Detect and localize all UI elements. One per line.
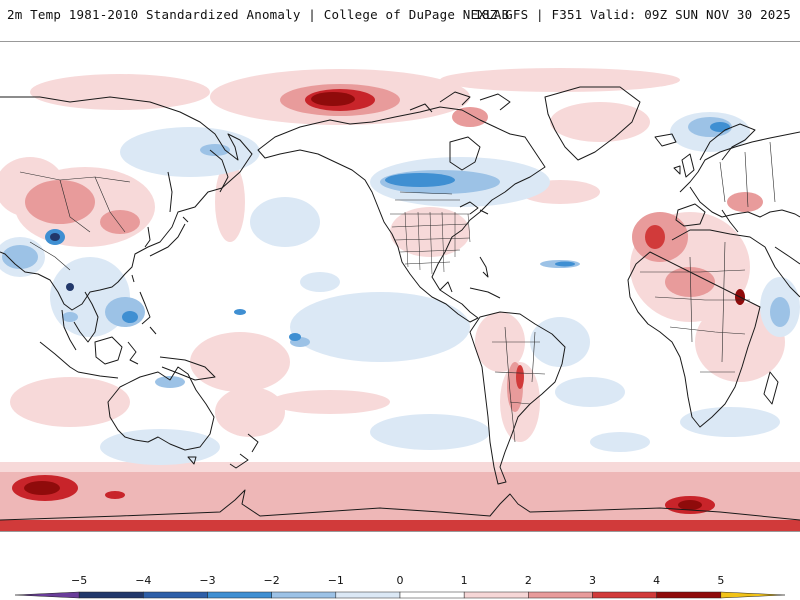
great-lakes-outline (459, 201, 489, 215)
colorbar-bin (592, 591, 657, 599)
colorbar-bin (399, 591, 465, 599)
sumatra-outline (39, 341, 79, 373)
south-america-outline (469, 311, 566, 485)
colorbar-bin (528, 591, 593, 599)
taiwan-outline (131, 274, 135, 283)
greenland-outline (544, 86, 641, 161)
sakhalin-outline (167, 171, 173, 213)
colorbar-tick-label: −3 (199, 574, 215, 587)
iberia-outline (675, 203, 706, 227)
yucatan-outline (439, 281, 453, 293)
continent-outlines (0, 86, 800, 521)
colorbar-tick-label: −5 (71, 574, 87, 587)
product-title: 2m Temp 1981-2010 Standardized Anomaly |… (7, 7, 510, 22)
africa-outline (627, 229, 800, 428)
map-canvas (0, 42, 800, 531)
colorbar-bin (78, 591, 144, 599)
colorbar-tick-label: −1 (328, 574, 344, 587)
australia-outline (107, 366, 215, 451)
header-bar: 2m Temp 1981-2010 Standardized Anomaly |… (0, 0, 800, 30)
colorbar-bin (207, 591, 272, 599)
cuba-outline (469, 287, 501, 299)
colorbar-tick-label: 0 (397, 574, 404, 587)
colorbar-tick-label: 2 (525, 574, 532, 587)
colorbar-tick-label: 5 (717, 574, 724, 587)
colorbar-tick-label: 1 (461, 574, 468, 587)
florida-outline (479, 256, 489, 278)
warm-anomaly-mid (0, 84, 800, 522)
anomaly-map (0, 41, 800, 532)
colorbar-bin (720, 591, 786, 599)
antarctica-outline (0, 489, 800, 521)
colorbar-tick-label: 3 (589, 574, 596, 587)
tasmania-outline (187, 456, 197, 465)
warm-anomaly-strong (0, 89, 800, 531)
colorbar-bin (143, 591, 208, 599)
model-run-valid-time: 18Z GFS | F351 Valid: 09Z SUN NOV 30 202… (474, 7, 791, 22)
malay-peninsula-outline (61, 309, 77, 351)
colorbar-bin (335, 591, 401, 599)
iceland-outline (654, 133, 677, 147)
colorbar-bin (463, 591, 529, 599)
colorbar-bin (656, 591, 722, 599)
country-borders (19, 141, 776, 443)
colorbar-tick-label: −4 (135, 574, 151, 587)
us-state-borders (390, 191, 471, 275)
kamchatka-outline (209, 149, 229, 193)
new-zealand-outline (229, 433, 259, 469)
colorbar-tick-label: −2 (264, 574, 280, 587)
japan-outline (149, 216, 189, 257)
colorbar-bin (271, 591, 337, 599)
hudson-bay-outline (449, 136, 481, 171)
philippines-outline (139, 291, 157, 335)
italy-outline (721, 209, 739, 233)
asia-east-outline (0, 96, 253, 311)
colorbar-bin (14, 591, 80, 599)
borneo-outline (94, 336, 123, 365)
colorbar-tick-labels: −5 −4 −3 −2 −1 0 1 2 3 4 5 (71, 574, 724, 587)
colorbar: −5 −4 −3 −2 −1 0 1 2 3 4 5 (0, 570, 800, 600)
north-america-outline (257, 106, 546, 323)
colorbar-canvas: −5 −4 −3 −2 −1 0 1 2 3 4 5 (14, 574, 786, 599)
indochina-outline (73, 291, 99, 343)
cool-anomaly-strong (45, 122, 730, 341)
british-isles-outline (673, 153, 695, 178)
colorbar-bins (14, 591, 786, 599)
scandinavia-outline (699, 123, 756, 161)
java-outline (77, 371, 119, 379)
arabia-outline (774, 246, 800, 265)
colorbar-tick-label: 4 (653, 574, 660, 587)
europe-outline (679, 131, 800, 218)
canadian-arctic-islands (409, 91, 511, 113)
korea-outline (144, 226, 151, 248)
sulawesi-outline (127, 341, 139, 365)
madagascar-outline (763, 371, 779, 405)
